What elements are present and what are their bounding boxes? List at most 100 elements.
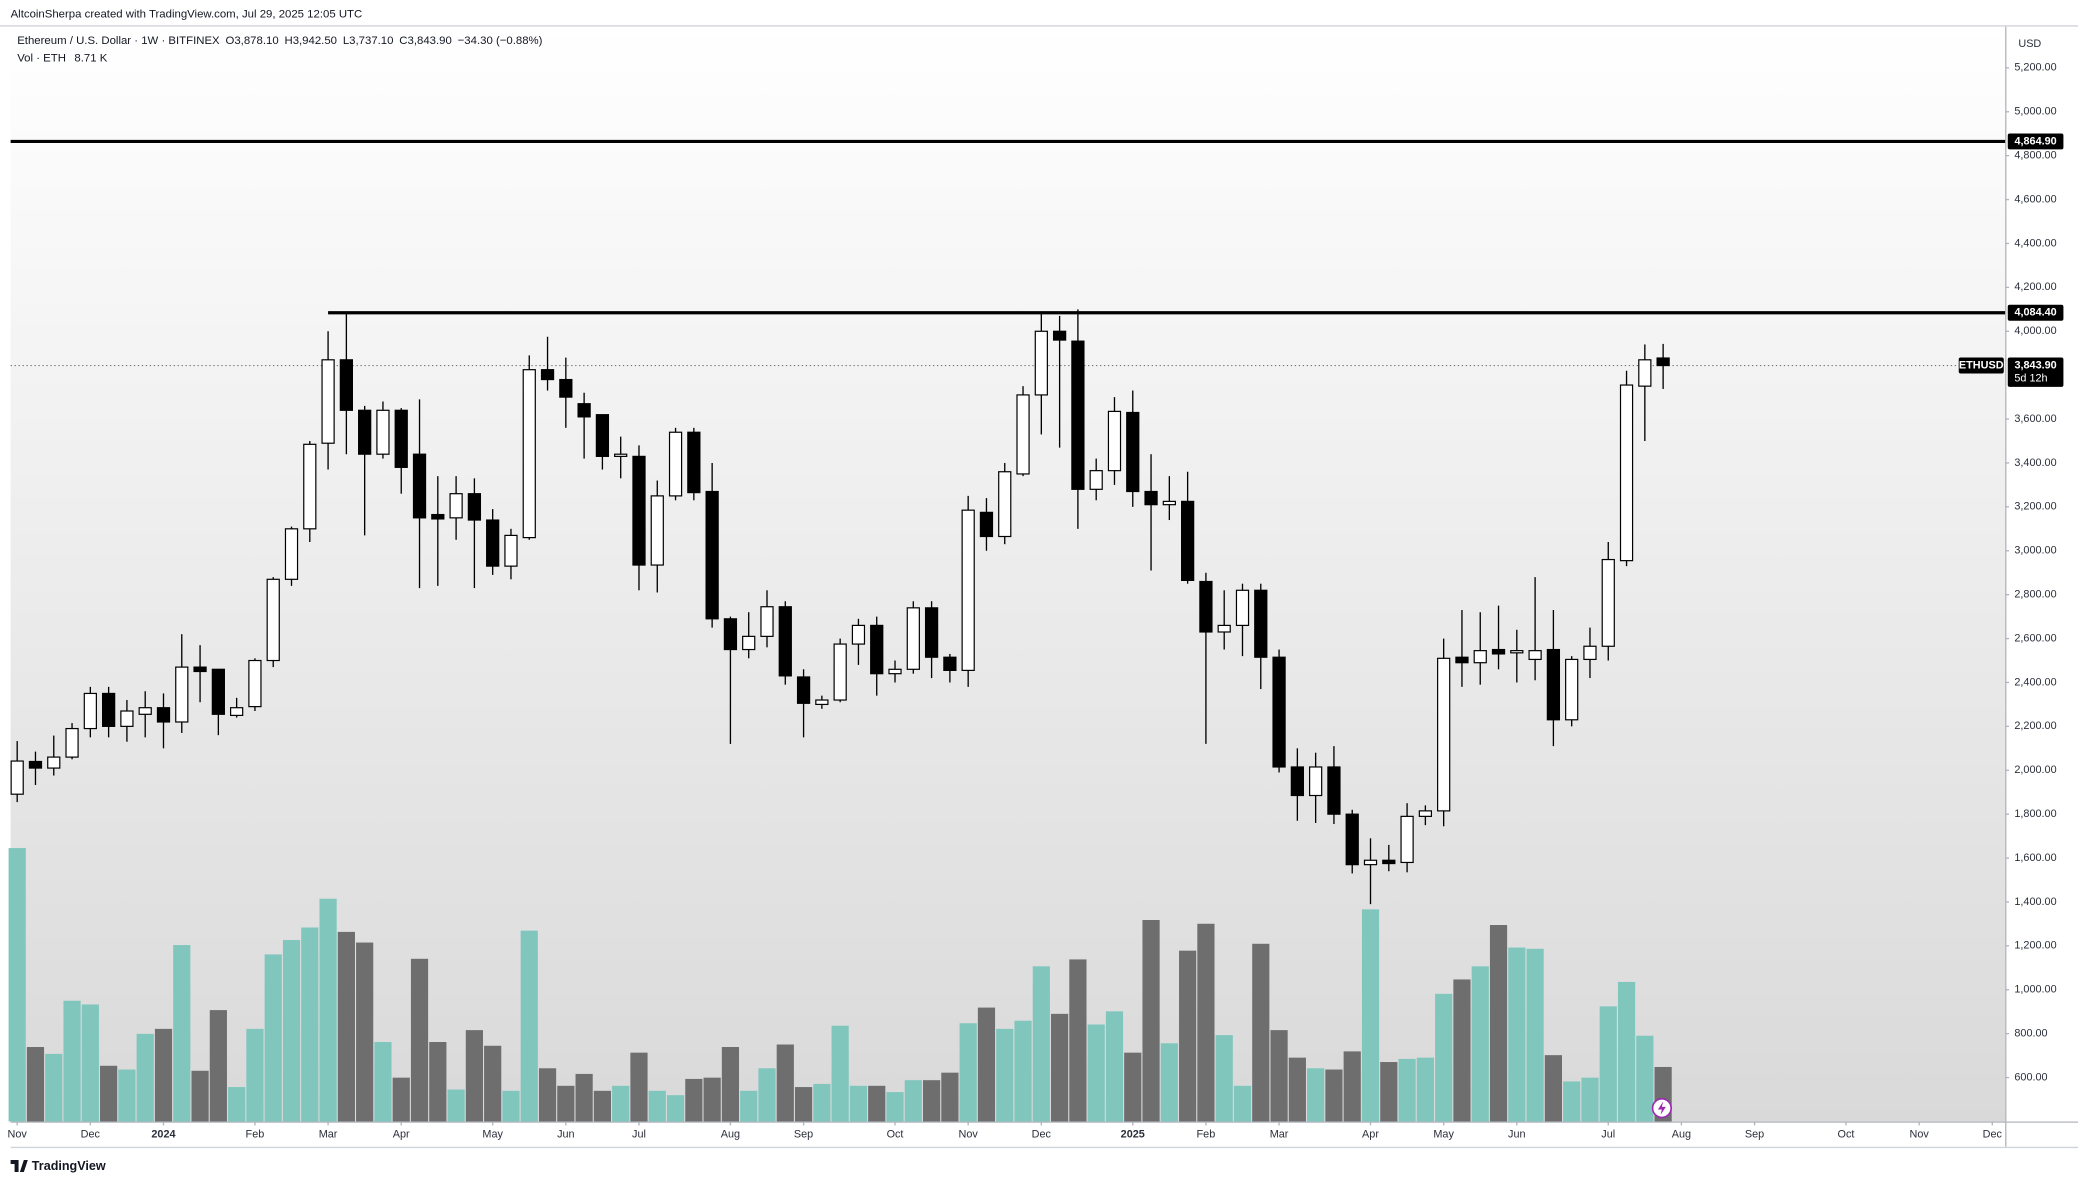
candle-body	[979, 511, 994, 538]
candle-body	[632, 455, 646, 566]
volume-bar	[1215, 1035, 1233, 1122]
candle-body	[1656, 357, 1670, 367]
candle-body	[522, 369, 536, 539]
y-tick-label: 4,600.00	[2014, 193, 2056, 205]
volume-bar	[1197, 923, 1215, 1122]
candle-body	[376, 409, 390, 455]
candle-body	[778, 606, 792, 677]
x-tick-label: May	[482, 1129, 503, 1141]
candle-body	[1126, 411, 1140, 493]
candle-body	[815, 699, 829, 706]
y-tick-label: 4,400.00	[2014, 237, 2056, 249]
volume-bar	[1270, 1030, 1288, 1122]
level-tag	[2007, 304, 2064, 321]
volume-bar	[465, 1030, 483, 1122]
candle-body	[10, 760, 24, 795]
volume-bar	[794, 1087, 813, 1122]
volume-bar	[593, 1090, 612, 1122]
volume-bar	[1032, 966, 1050, 1122]
candle-body	[1565, 658, 1579, 721]
volume-bar	[209, 1010, 227, 1122]
candle-body	[65, 727, 79, 758]
candle-body	[1583, 645, 1597, 661]
volume-bar	[1051, 1013, 1069, 1122]
volume-bar	[849, 1085, 868, 1122]
volume-bar	[904, 1080, 922, 1122]
candle-body	[47, 756, 61, 769]
candle-body	[1254, 589, 1268, 658]
volume-bar	[26, 1047, 45, 1122]
symbol-tag: ETHUSD	[1959, 359, 2004, 371]
volume-bar	[831, 1025, 849, 1122]
candle-body	[924, 607, 939, 658]
y-tick-label: 2,800.00	[2014, 589, 2056, 601]
volume-bar	[648, 1090, 666, 1122]
candle-body	[577, 403, 591, 418]
candle-body	[486, 519, 500, 567]
volume-bar	[154, 1028, 173, 1122]
y-tick-label: 1,200.00	[2014, 940, 2056, 952]
candle-body	[101, 692, 116, 727]
candle-body	[412, 453, 427, 519]
candle-body	[83, 692, 97, 730]
candle-body	[303, 443, 317, 530]
volume-bar	[118, 1069, 136, 1122]
volume-bar	[63, 1000, 81, 1122]
x-tick-label: Dec	[1983, 1129, 2003, 1141]
x-tick-label: May	[1433, 1129, 1454, 1141]
x-tick-label: Jul	[1601, 1129, 1615, 1141]
volume-bar	[356, 942, 374, 1122]
x-tick-label: Feb	[1197, 1129, 1216, 1141]
volume-bar	[977, 1007, 996, 1122]
y-tick-label: 1,400.00	[2014, 896, 2056, 908]
x-tick-label: Jul	[632, 1129, 646, 1141]
candle-body	[1528, 650, 1542, 661]
candle-body	[321, 359, 335, 444]
volume-bar	[1160, 1043, 1178, 1122]
marks: 600.00 800.00 1,000.00 1,200.00 1,400.00 1,60…	[8, 62, 2064, 1141]
volume-bar	[666, 1095, 685, 1122]
candle-body	[1034, 330, 1048, 396]
candle-body	[1199, 580, 1213, 633]
candle-body	[1473, 650, 1487, 664]
candle-body	[1400, 815, 1414, 864]
candle-body	[906, 607, 920, 670]
volume-bar	[1435, 993, 1453, 1122]
footer-logo: TradingView	[10, 1159, 106, 1173]
candle-body	[1217, 624, 1231, 633]
legend-change: −34.30 (−0.88%)	[458, 35, 543, 47]
lightning-icon	[1651, 1098, 1672, 1119]
x-tick-label: Jun	[1508, 1129, 1526, 1141]
candle-body	[358, 409, 372, 455]
candle-body	[559, 378, 573, 398]
x-tick-label: Dec	[81, 1129, 101, 1141]
y-tick-label: 4,200.00	[2014, 281, 2056, 293]
volume-bar	[612, 1085, 630, 1122]
x-tick-label: 2024	[151, 1129, 175, 1141]
y-tick-label: 4,800.00	[2014, 150, 2056, 162]
volume-bar	[246, 1028, 264, 1122]
candle-body	[449, 493, 463, 519]
candle-body	[431, 513, 445, 520]
volume-bar	[1416, 1057, 1434, 1122]
candle-body	[961, 509, 975, 671]
candle-body	[1235, 589, 1250, 626]
volume-bar	[1307, 1068, 1325, 1122]
candle-body	[1418, 810, 1433, 817]
y-tick-label: 1,600.00	[2014, 852, 2056, 864]
candle-body	[504, 534, 518, 567]
candle-body	[998, 471, 1012, 538]
candle-body	[1510, 650, 1524, 654]
logo-icon	[10, 1160, 28, 1173]
candle-body	[1162, 500, 1176, 506]
volume-bar	[758, 1068, 776, 1122]
x-tick-label: Oct	[1838, 1129, 1855, 1141]
volume-bar	[886, 1092, 904, 1122]
candle-body	[248, 659, 262, 708]
legend: Ethereum / U.S. Dollar · 1W · BITFINEX O…	[17, 35, 542, 47]
volume-bar	[1142, 920, 1160, 1122]
volume-bar	[374, 1042, 392, 1122]
candle-body	[230, 707, 244, 716]
candle-body	[1638, 359, 1652, 387]
